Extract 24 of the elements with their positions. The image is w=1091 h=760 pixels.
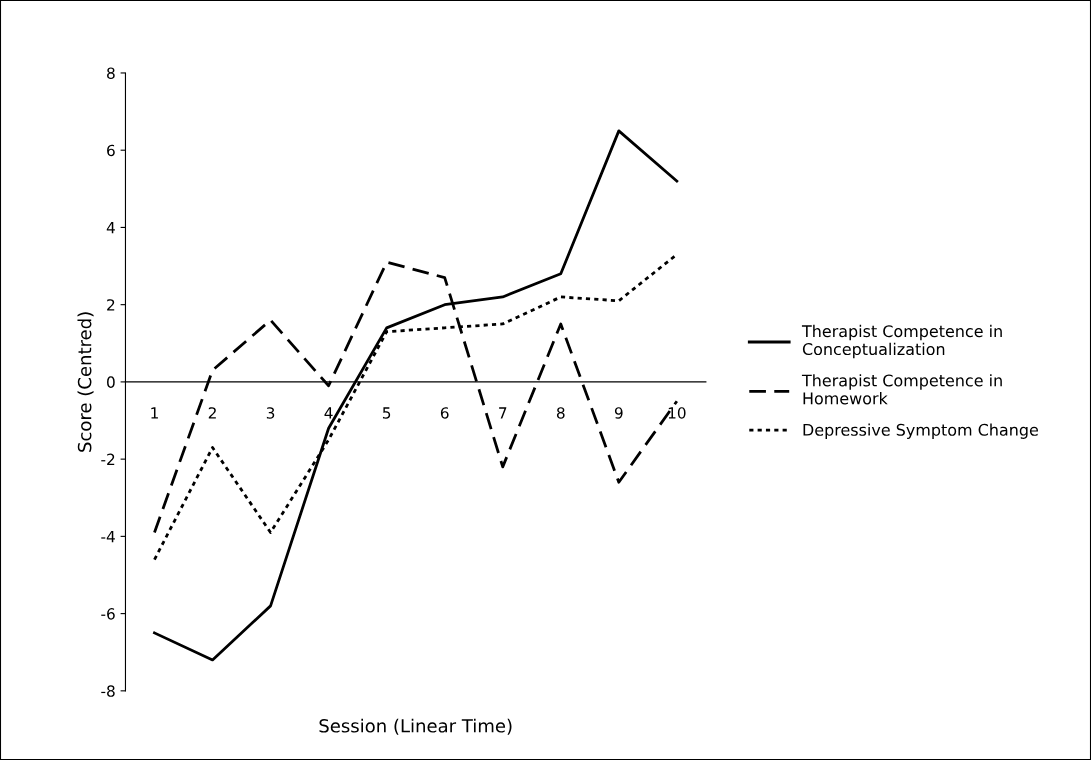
- legend-label: Therapist Competence in Conceptualization: [801, 324, 1002, 359]
- x-tick-label: 8: [556, 407, 565, 419]
- legend-label: Therapist Competence in Homework: [801, 374, 1002, 405]
- x-tick-label: 10: [668, 407, 686, 419]
- y-tick-label: -8: [101, 685, 115, 697]
- y-axis-title: Score (Centred): [77, 312, 94, 452]
- x-tick-label: 9: [614, 407, 623, 419]
- x-tick-label: 6: [440, 407, 449, 419]
- y-tick-label: 4: [106, 222, 115, 234]
- x-tick-label: 7: [499, 407, 507, 419]
- y-tick-label: -6: [101, 608, 115, 620]
- y-tick-label: -4: [101, 531, 115, 543]
- y-tick-label: 0: [107, 376, 115, 388]
- x-tick-label: 4: [324, 407, 333, 419]
- y-tick-label: -2: [101, 453, 115, 465]
- x-tick-label: 5: [382, 407, 391, 419]
- legend-label: Depressive Symptom Change: [803, 423, 1038, 439]
- x-tick-label: 3: [266, 407, 275, 419]
- y-tick-label: 8: [107, 67, 115, 79]
- x-tick-label: 2: [208, 407, 216, 419]
- x-axis-title: Session (Linear Time): [319, 718, 512, 735]
- x-tick-label: 1: [151, 407, 158, 419]
- y-tick-label: 6: [107, 144, 115, 157]
- y-tick-label: 2: [107, 299, 115, 311]
